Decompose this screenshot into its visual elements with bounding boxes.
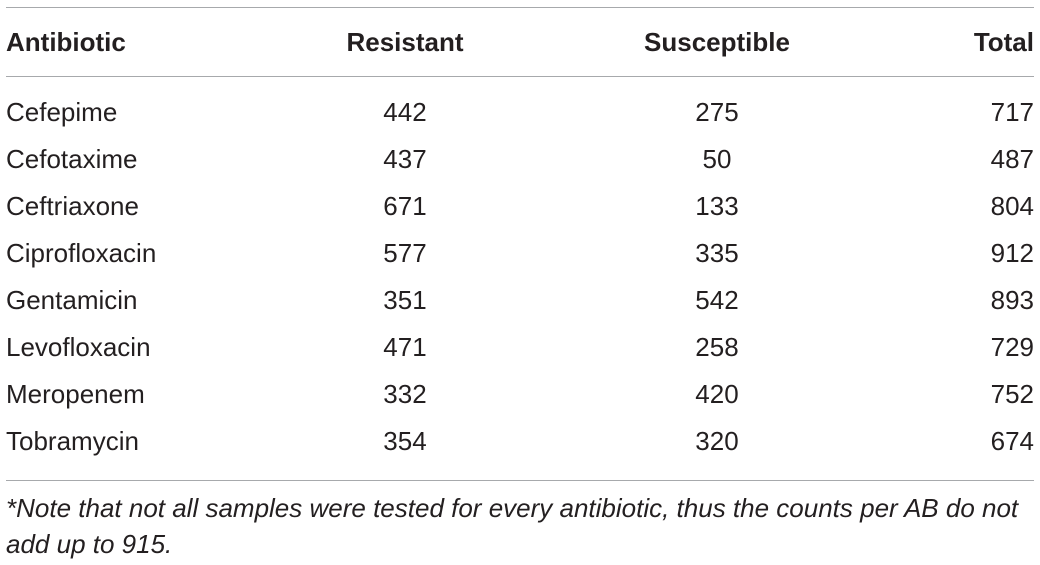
table-row: Meropenem 332 420 752 <box>6 370 1034 417</box>
table-row: Ceftriaxone 671 133 804 <box>6 182 1034 229</box>
cell-resistant: 471 <box>383 331 427 362</box>
cell-total: 752 <box>990 378 1034 409</box>
cell-susceptible: 420 <box>695 378 739 409</box>
cell-susceptible: 275 <box>695 96 739 127</box>
cell-susceptible: 50 <box>702 143 732 174</box>
antibiotic-resistance-table: Antibiotic Resistant Susceptible Total C… <box>6 8 1034 464</box>
table-row: Cefotaxime 437 50 487 <box>6 135 1034 182</box>
header-total: Total <box>973 26 1034 57</box>
cell-antibiotic: Tobramycin <box>6 425 139 456</box>
cell-susceptible: 258 <box>695 331 739 362</box>
table-row: Tobramycin 354 320 674 <box>6 417 1034 464</box>
cell-resistant: 577 <box>383 237 427 268</box>
cell-antibiotic: Ciprofloxacin <box>6 237 157 268</box>
table-header-row: Antibiotic Resistant Susceptible Total <box>6 8 1034 76</box>
cell-total: 674 <box>990 425 1034 456</box>
cell-antibiotic: Levofloxacin <box>6 331 151 362</box>
cell-resistant: 354 <box>383 425 427 456</box>
cell-total: 804 <box>990 190 1034 221</box>
cell-antibiotic: Meropenem <box>6 378 145 409</box>
cell-antibiotic: Gentamicin <box>6 284 138 315</box>
cell-susceptible: 320 <box>695 425 739 456</box>
cell-antibiotic: Cefotaxime <box>6 143 138 174</box>
header-antibiotic: Antibiotic <box>6 26 126 57</box>
table-footnote: *Note that not all samples were tested f… <box>6 493 1019 559</box>
header-susceptible: Susceptible <box>644 26 790 57</box>
cell-resistant: 442 <box>383 96 427 127</box>
cell-resistant: 437 <box>383 143 427 174</box>
cell-resistant: 671 <box>383 190 427 221</box>
cell-total: 487 <box>990 143 1034 174</box>
cell-resistant: 332 <box>383 378 427 409</box>
table-header-rule <box>6 76 1034 77</box>
cell-antibiotic: Ceftriaxone <box>6 190 139 221</box>
cell-susceptible: 133 <box>695 190 739 221</box>
cell-susceptible: 542 <box>695 284 739 315</box>
table-top-rule <box>6 7 1034 8</box>
table-row: Levofloxacin 471 258 729 <box>6 323 1034 370</box>
cell-total: 912 <box>990 237 1034 268</box>
table-row: Gentamicin 351 542 893 <box>6 276 1034 323</box>
cell-resistant: 351 <box>383 284 427 315</box>
cell-total: 717 <box>990 96 1034 127</box>
table-bottom-rule <box>6 480 1034 481</box>
table-row: Cefepime 442 275 717 <box>6 76 1034 135</box>
cell-total: 729 <box>990 331 1034 362</box>
cell-susceptible: 335 <box>695 237 739 268</box>
cell-antibiotic: Cefepime <box>6 96 118 127</box>
cell-total: 893 <box>990 284 1034 315</box>
header-resistant: Resistant <box>346 26 464 57</box>
table-row: Ciprofloxacin 577 335 912 <box>6 229 1034 276</box>
